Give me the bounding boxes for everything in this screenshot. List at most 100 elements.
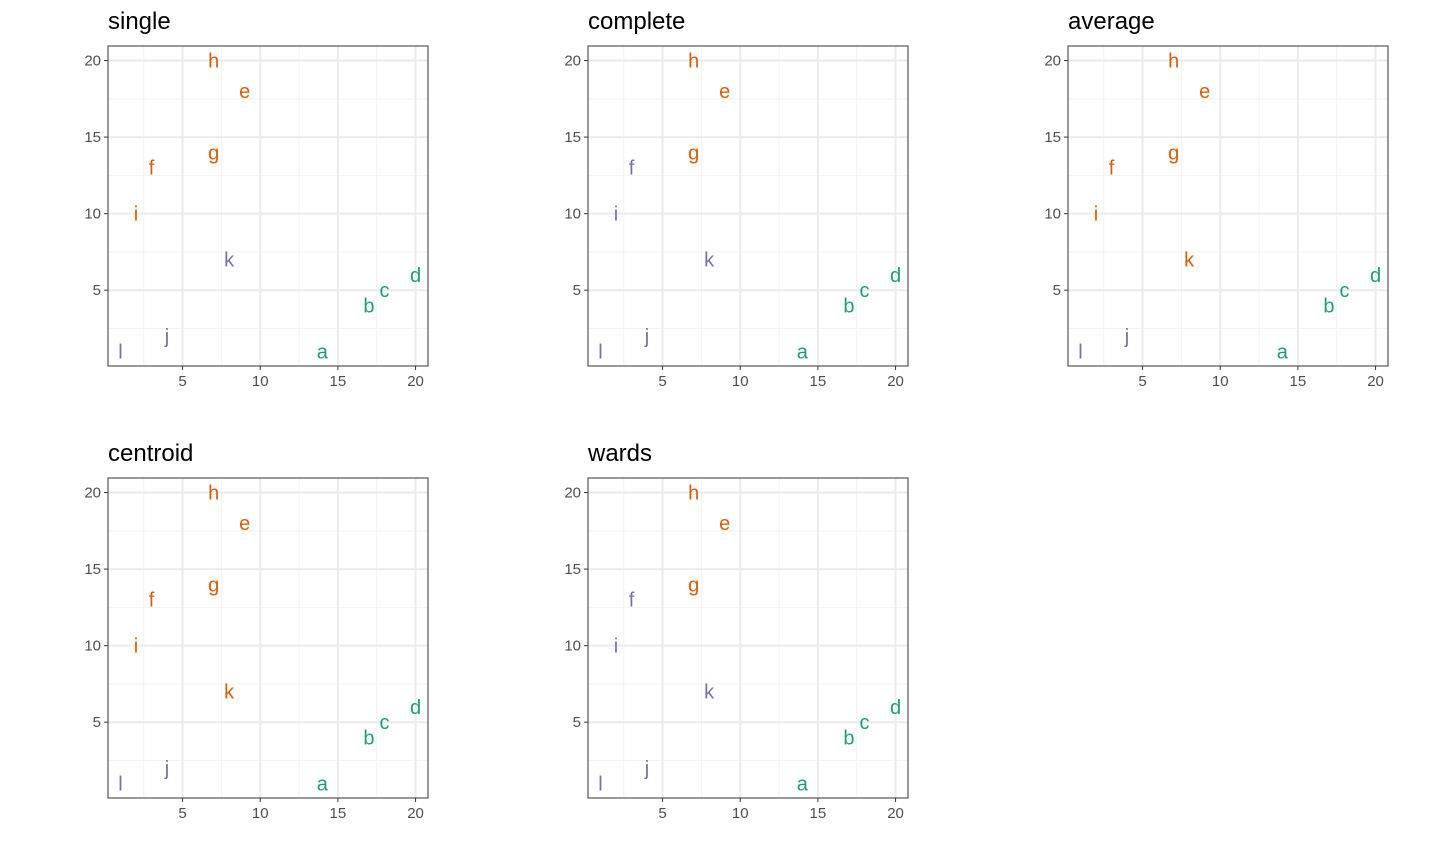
point-label-b: b	[843, 296, 854, 318]
point-label-g: g	[688, 574, 699, 596]
point-label-k: k	[224, 682, 235, 704]
x-tick-label: 15	[1290, 373, 1307, 390]
point-label-g: g	[688, 142, 699, 164]
point-label-l: l	[598, 773, 602, 795]
point-label-b: b	[843, 728, 854, 750]
x-tick-label: 5	[658, 805, 666, 822]
point-label-d: d	[1370, 265, 1381, 287]
scatter-plot: 5 10 15 20 5 10 15 20 a bcd e f g h i j k l	[564, 477, 909, 822]
x-tick-label: 20	[407, 805, 424, 822]
point-label-k: k	[704, 250, 715, 272]
point-label-k: k	[704, 682, 715, 704]
point-label-f: f	[149, 590, 155, 612]
y-tick-label: 5	[573, 714, 581, 731]
point-label-e: e	[719, 81, 730, 103]
panel-border	[107, 477, 429, 799]
grid	[588, 46, 908, 366]
point-label-c: c	[860, 280, 870, 302]
y-tick-label: 15	[84, 129, 101, 146]
point-label-i: i	[614, 204, 618, 226]
x-tick-label: 10	[732, 373, 749, 390]
panel-border	[587, 477, 909, 799]
scatter-plot: 5 10 15 20 5 10 15 20 a bcd e f g h i j k l	[1044, 45, 1389, 390]
y-tick-label: 20	[84, 53, 101, 70]
point-label-b: b	[363, 296, 374, 318]
point-label-d: d	[410, 265, 421, 287]
point-label-h: h	[688, 483, 699, 505]
scatter-plot: 5 10 15 20 5 10 15 20 a bcd e f g h i j k l	[564, 45, 909, 390]
facet-panel-average: average 5 10 15 20 5 10 15 20 a b c d e f g h i j k l	[1044, 0, 1389, 420]
panel-border	[1067, 45, 1389, 367]
grid	[108, 46, 428, 366]
point-label-c: c	[860, 712, 870, 734]
point-label-l: l	[118, 341, 122, 363]
point-label-e: e	[719, 513, 730, 535]
x-tick-label: 10	[252, 373, 269, 390]
point-label-f: f	[629, 590, 635, 612]
panel-border	[107, 45, 429, 367]
y-tick-label: 5	[93, 282, 101, 299]
y-tick-label: 10	[84, 638, 101, 655]
scatter-plot: 5 10 15 20 5 10 15 20 a bcd e f g h i j k l	[84, 45, 429, 390]
panel-title: wards	[588, 440, 653, 467]
point-label-i: i	[134, 636, 138, 658]
x-tick-label: 20	[407, 373, 424, 390]
point-label-i: i	[614, 636, 618, 658]
panel-title: complete	[588, 8, 686, 35]
point-label-h: h	[688, 51, 699, 73]
panel-border	[587, 45, 909, 367]
x-tick-label: 10	[1212, 373, 1229, 390]
point-label-j: j	[644, 758, 649, 780]
point-label-e: e	[1199, 81, 1210, 103]
y-tick-label: 5	[1053, 282, 1061, 299]
point-label-e: e	[239, 513, 250, 535]
point-label-h: h	[208, 483, 219, 505]
panel-title: single	[108, 8, 171, 35]
panel-title: average	[1068, 8, 1155, 35]
grid	[1068, 46, 1388, 366]
point-label-a: a	[797, 341, 809, 363]
point-label-l: l	[1078, 341, 1082, 363]
point-label-l: l	[598, 341, 602, 363]
point-label-f: f	[629, 158, 635, 180]
x-tick-label: 20	[1367, 373, 1384, 390]
y-tick-label: 20	[564, 485, 581, 502]
y-tick-label: 15	[564, 129, 581, 146]
y-tick-label: 15	[84, 561, 101, 578]
x-tick-label: 15	[330, 373, 347, 390]
x-tick-label: 15	[810, 805, 827, 822]
x-tick-label: 15	[810, 373, 827, 390]
x-tick-label: 5	[178, 373, 186, 390]
point-label-b: b	[1323, 296, 1334, 318]
facet-panel-wards: wards 5 10 15 20 5 10 15 20 a b c d e f g h i j k l	[564, 432, 909, 852]
scatter-plot: 5 10 15 20 5 10 15 20 a bcd e f g h i j k l	[84, 477, 429, 822]
point-label-g: g	[1168, 142, 1179, 164]
point-label-k: k	[224, 250, 235, 272]
panel-title: centroid	[108, 440, 194, 467]
facet-panel-complete: complete 5 10 15 20 5 10 15 20 a b c d e f g h i j k l	[564, 0, 909, 420]
facet-panel-single: single 5 10 15 20 5 10 15 20 a b c d e f g h i j k l	[84, 0, 429, 420]
point-label-h: h	[1168, 51, 1179, 73]
point-label-j: j	[1124, 326, 1129, 348]
point-label-a: a	[317, 341, 329, 363]
point-label-i: i	[1094, 204, 1098, 226]
point-label-j: j	[164, 326, 169, 348]
point-label-e: e	[239, 81, 250, 103]
facet-panel-centroid: centroid 5 10 15 20 5 10 15 20 a b c d e f g h i j k l	[84, 432, 429, 852]
y-tick-label: 10	[564, 206, 581, 223]
y-tick-label: 20	[84, 485, 101, 502]
y-tick-label: 15	[564, 561, 581, 578]
grid	[108, 478, 428, 798]
point-label-i: i	[134, 204, 138, 226]
x-tick-label: 15	[330, 805, 347, 822]
point-label-d: d	[890, 697, 901, 719]
point-label-f: f	[1109, 158, 1115, 180]
y-tick-label: 10	[84, 206, 101, 223]
grid	[588, 478, 908, 798]
point-label-k: k	[1184, 250, 1195, 272]
point-label-c: c	[1340, 280, 1350, 302]
point-label-b: b	[363, 728, 374, 750]
point-label-g: g	[208, 574, 219, 596]
point-label-j: j	[164, 758, 169, 780]
point-label-c: c	[380, 712, 390, 734]
